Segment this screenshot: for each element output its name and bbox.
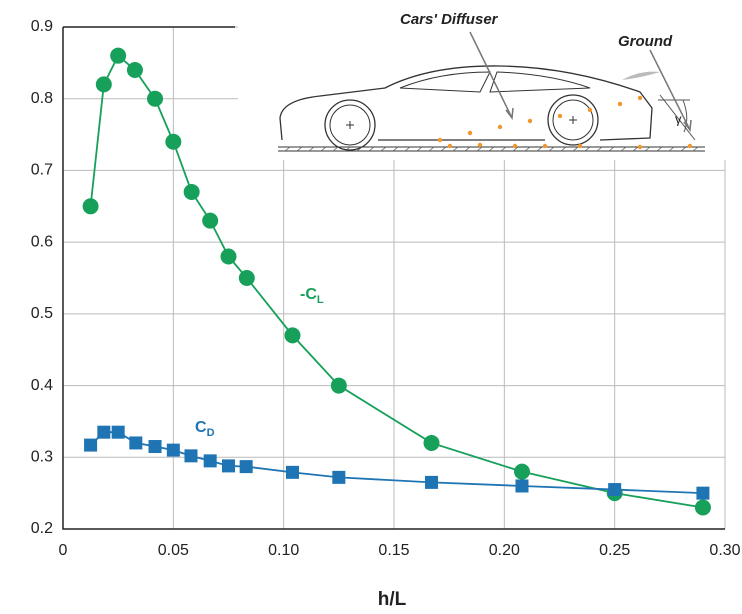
y-tick-label: 0.9 [31, 18, 53, 35]
flow-dot [578, 144, 582, 148]
y-tick-label: 0.2 [31, 520, 53, 537]
flow-dot [438, 138, 442, 142]
flow-dot [638, 145, 642, 149]
point [149, 440, 162, 453]
point [97, 426, 110, 439]
flow-dot [513, 144, 517, 148]
flow-dot [618, 102, 622, 106]
flow-dot [638, 96, 642, 100]
flow-dot [558, 114, 562, 118]
x-tick-label: 0.30 [709, 542, 740, 559]
y-tick-label: 0.3 [31, 449, 53, 466]
point [331, 378, 347, 394]
annotation: Ground [618, 33, 673, 50]
point [204, 454, 217, 467]
car-inset: Cars' Diffuser Ground γ [238, 0, 738, 160]
series-label: -CL [300, 286, 324, 306]
series-label: CD [195, 419, 215, 439]
point [184, 184, 200, 200]
point [184, 449, 197, 462]
annotation: γ [675, 111, 682, 126]
point [127, 62, 143, 78]
flow-dot [528, 119, 532, 123]
point [222, 459, 235, 472]
x-tick-label: 0 [59, 542, 68, 559]
point [96, 76, 112, 92]
flow-dot [448, 144, 452, 148]
point [83, 198, 99, 214]
flow-dot [498, 125, 502, 129]
point [167, 444, 180, 457]
point [284, 327, 300, 343]
point [514, 464, 530, 480]
point [202, 213, 218, 229]
y-tick-label: 0.5 [31, 305, 53, 322]
point [696, 487, 709, 500]
point [147, 91, 163, 107]
point [286, 466, 299, 479]
point [424, 435, 440, 451]
y-tick-label: 0.4 [31, 377, 53, 394]
x-axis-label: h/L [378, 589, 407, 610]
point [608, 483, 621, 496]
point [515, 479, 528, 492]
chart: h/L 0.2 0.3 0.4 0.5 0.6 0.7 0.8 0.9 0 0.05 0.10 0.1… [0, 0, 742, 614]
x-tick-label: 0.05 [158, 542, 189, 559]
flow-dot [478, 143, 482, 147]
y-tick-label: 0.8 [31, 90, 53, 107]
point [332, 471, 345, 484]
point [695, 499, 711, 515]
point [221, 248, 237, 264]
point [129, 436, 142, 449]
y-tick-label: 0.6 [31, 233, 53, 250]
point [112, 426, 125, 439]
point [240, 460, 253, 473]
x-tick-label: 0.25 [599, 542, 630, 559]
x-tick-label: 0.15 [378, 542, 409, 559]
y-tick-label: 0.7 [31, 162, 53, 179]
flow-dot [543, 144, 547, 148]
point [110, 48, 126, 64]
point [165, 134, 181, 150]
x-tick-label: 0.10 [268, 542, 299, 559]
point [239, 270, 255, 286]
flow-dot [688, 144, 692, 148]
annotation: Cars' Diffuser [400, 11, 499, 28]
point [84, 439, 97, 452]
x-tick-label: 0.20 [489, 542, 520, 559]
flow-dot [468, 131, 472, 135]
flow-dot [588, 108, 592, 112]
point [425, 476, 438, 489]
